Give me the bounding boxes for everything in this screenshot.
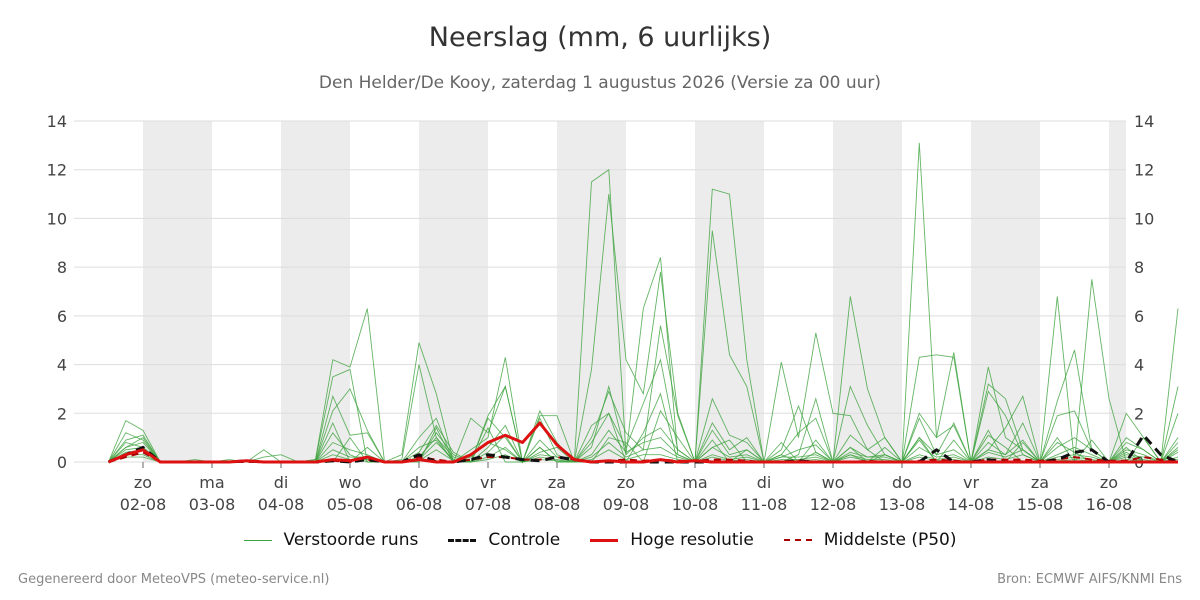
credit-source: Bron: ECMWF AIFS/KNMI Ens (997, 572, 1182, 587)
ensemble-member-line (108, 194, 1179, 464)
x-tick-date-label: 05-08 (327, 495, 374, 514)
y-tick-label-left: 12 (47, 161, 67, 180)
night-band (833, 121, 902, 462)
y-tick-label-left: 0 (57, 453, 67, 472)
x-tick-date-label: 14-08 (948, 495, 995, 514)
x-tick-date-label: 10-08 (672, 495, 719, 514)
y-tick-label-right: 4 (1134, 356, 1144, 375)
y-tick-label-left: 4 (57, 356, 67, 375)
legend: Verstoorde runs Controle Hoge resolutie … (0, 530, 1200, 550)
y-axis-left: 0 2 4 6 8 10 12 14 (47, 112, 67, 472)
x-tick-date-label: 08-08 (534, 495, 581, 514)
legend-swatch-median (783, 539, 812, 541)
x-tick-day-label: ma (199, 473, 224, 492)
main-series (107, 421, 1179, 464)
legend-swatch-high-res (590, 538, 619, 542)
legend-item-members: Verstoorde runs (243, 530, 419, 550)
y-tick-label-right: 6 (1134, 307, 1144, 326)
x-tick-date-label: 04-08 (258, 495, 305, 514)
x-tick-date-label: 09-08 (603, 495, 650, 514)
x-tick-day-label: zo (617, 473, 635, 492)
legend-label-members: Verstoorde runs (283, 530, 419, 550)
x-tick-day-label: di (274, 473, 289, 492)
night-band (419, 121, 488, 462)
credit-generated-by: Gegenereerd door MeteoVPS (meteo-service… (18, 572, 330, 587)
x-tick-day-label: ma (682, 473, 707, 492)
y-tick-label-left: 6 (57, 307, 67, 326)
chart-title: Neerslag (mm, 6 uurlijks) (428, 22, 772, 53)
y-tick-label-right: 2 (1134, 404, 1144, 423)
legend-label-control: Controle (488, 530, 561, 550)
legend-label-median: Middelste (P50) (823, 530, 957, 550)
y-tick-label-right: 12 (1134, 161, 1154, 180)
night-band (971, 121, 1040, 462)
y-tick-label-right: 10 (1134, 209, 1154, 228)
x-tick-day-label: zo (134, 473, 152, 492)
x-tick-date-label: 03-08 (189, 495, 236, 514)
legend-swatch-members (243, 539, 272, 541)
x-tick-day-label: zo (1100, 473, 1118, 492)
x-tick-date-label: 07-08 (465, 495, 512, 514)
x-tick-date-label: 13-08 (879, 495, 926, 514)
x-tick-day-label: wo (822, 473, 845, 492)
x-tick-date-label: 06-08 (396, 495, 443, 514)
series-line-high-res (107, 421, 1178, 464)
y-tick-label-left: 14 (47, 112, 67, 131)
x-tick-day-label: do (892, 473, 912, 492)
legend-item-median: Middelste (P50) (783, 530, 957, 550)
x-tick-day-label: di (757, 473, 772, 492)
night-band (557, 121, 626, 462)
night-band (281, 121, 350, 462)
y-tick-label-right: 14 (1134, 112, 1154, 131)
legend-swatch-control (448, 538, 477, 542)
x-tick-day-label: za (548, 473, 566, 492)
x-tick-date-label: 02-08 (120, 495, 167, 514)
x-axis: zo 02-08 ma 03-08 di 04-08 wo 05-08 do 06-08 vr 07-… (120, 462, 1133, 514)
chart-subtitle: Den Helder/De Kooy, zaterdag 1 augustus … (318, 73, 882, 93)
night-band (143, 121, 212, 462)
x-tick-day-label: vr (480, 473, 496, 492)
y-tick-label-left: 10 (47, 209, 67, 228)
x-tick-date-label: 11-08 (741, 495, 788, 514)
x-tick-date-label: 15-08 (1017, 495, 1064, 514)
legend-label-high-res: Hoge resolutie (630, 530, 754, 550)
night-bands (143, 121, 1126, 462)
legend-item-high-res: Hoge resolutie (590, 530, 754, 550)
y-tick-label-left: 2 (57, 404, 67, 423)
x-tick-date-label: 12-08 (810, 495, 857, 514)
x-tick-day-label: do (409, 473, 429, 492)
x-tick-day-label: wo (339, 473, 362, 492)
night-band (1109, 121, 1126, 462)
y-tick-label-left: 8 (57, 258, 67, 277)
legend-item-control: Controle (448, 530, 560, 550)
x-tick-date-label: 16-08 (1086, 495, 1133, 514)
y-tick-label-right: 8 (1134, 258, 1144, 277)
night-band (695, 121, 764, 462)
x-tick-day-label: za (1031, 473, 1049, 492)
x-tick-day-label: vr (963, 473, 979, 492)
